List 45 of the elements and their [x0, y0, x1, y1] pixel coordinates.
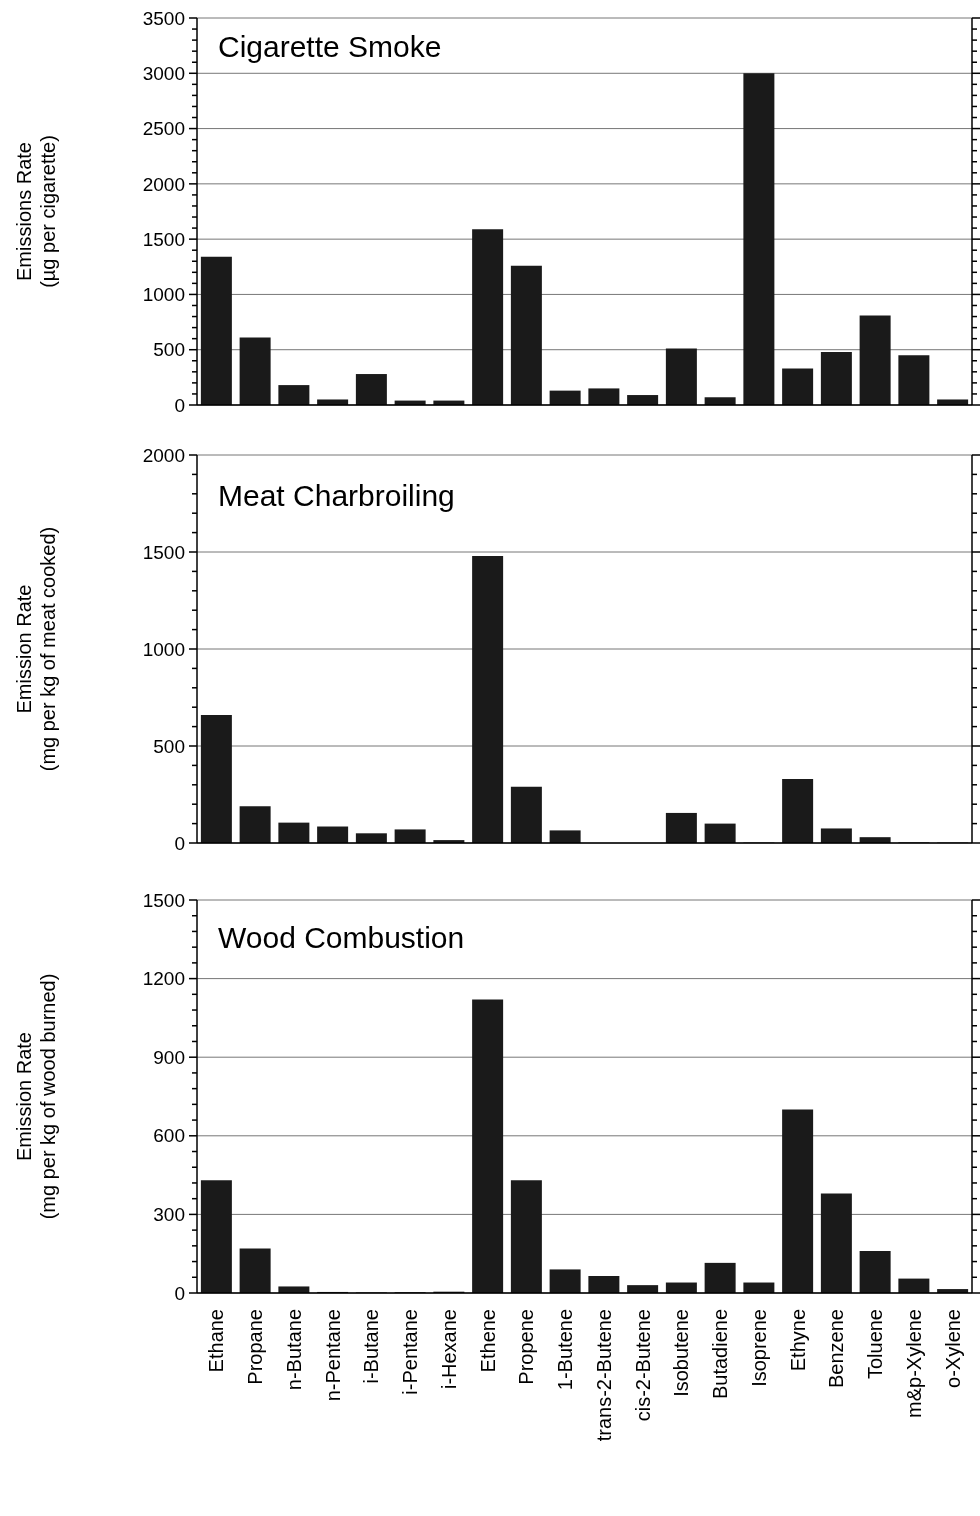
x-tick-label: i-Hexane: [437, 1309, 460, 1390]
x-tick-label: trans-2-Butene: [592, 1309, 615, 1442]
y-tick-label: 1000: [142, 638, 185, 660]
y-tick-label: 1500: [142, 228, 185, 250]
x-tick-label: o-Xylene: [941, 1309, 964, 1388]
x-tick-label: i-Butane: [360, 1309, 383, 1384]
y-tick-label: 300: [153, 1204, 185, 1226]
y-tick-label: 3500: [142, 7, 185, 29]
x-tick-label: cis-2-Butene: [631, 1309, 654, 1422]
x-tick-label: Ethane: [205, 1309, 228, 1373]
y-tick-label: 1000: [142, 284, 185, 306]
y-tick-label: 600: [153, 1125, 185, 1147]
y-tick-label: 0: [174, 832, 185, 854]
y-tick-label: 900: [153, 1046, 185, 1068]
x-tick-label: i-Pentane: [399, 1309, 422, 1395]
y-tick-label: 1500: [142, 889, 185, 911]
y-tick-label: 500: [153, 339, 185, 361]
y-tick-label: 500: [153, 735, 185, 757]
y-tick-label: 2000: [142, 444, 185, 466]
y-tick-label: 1200: [142, 968, 185, 990]
text: Meat Charbroiling: [218, 479, 455, 513]
y-axis-title: Emission Rate (mg per kg of meat cooked): [13, 526, 59, 772]
y-axis-title: Emission Rate (mg per kg of wood burned): [13, 973, 59, 1220]
chart-title: Cigarette Smoke: [218, 30, 442, 64]
x-tick-label: Butadiene: [709, 1309, 732, 1400]
y-tick-label: 0: [174, 394, 185, 416]
x-tick-label: m&p-Xylene: [902, 1309, 925, 1418]
x-tick-label: Toluene: [864, 1309, 887, 1380]
x-tick-label: 1-Butene: [554, 1309, 577, 1391]
x-tick-label: Ethene: [476, 1309, 499, 1373]
text: Wood Combustion: [218, 921, 465, 955]
y-tick-label: 0: [174, 1282, 185, 1304]
x-tick-label: Propane: [244, 1309, 267, 1385]
x-tick-label: n-Pentane: [321, 1309, 344, 1402]
x-tick-label: Propene: [515, 1309, 538, 1385]
y-tick-label: 3000: [142, 62, 185, 84]
x-tick-label: n-Butane: [282, 1309, 305, 1391]
y-tick-label: 2500: [142, 118, 185, 140]
y-tick-label: 2000: [142, 173, 185, 195]
y-tick-label: 1500: [142, 541, 185, 563]
x-tick-label: Benzene: [825, 1309, 848, 1388]
y-axis-title: Emissions Rate (µg per cigarette): [13, 135, 59, 288]
x-tick-label: Isobutene: [670, 1309, 693, 1397]
x-tick-label: Ethyne: [786, 1309, 809, 1372]
x-tick-label: Isoprene: [747, 1309, 770, 1387]
